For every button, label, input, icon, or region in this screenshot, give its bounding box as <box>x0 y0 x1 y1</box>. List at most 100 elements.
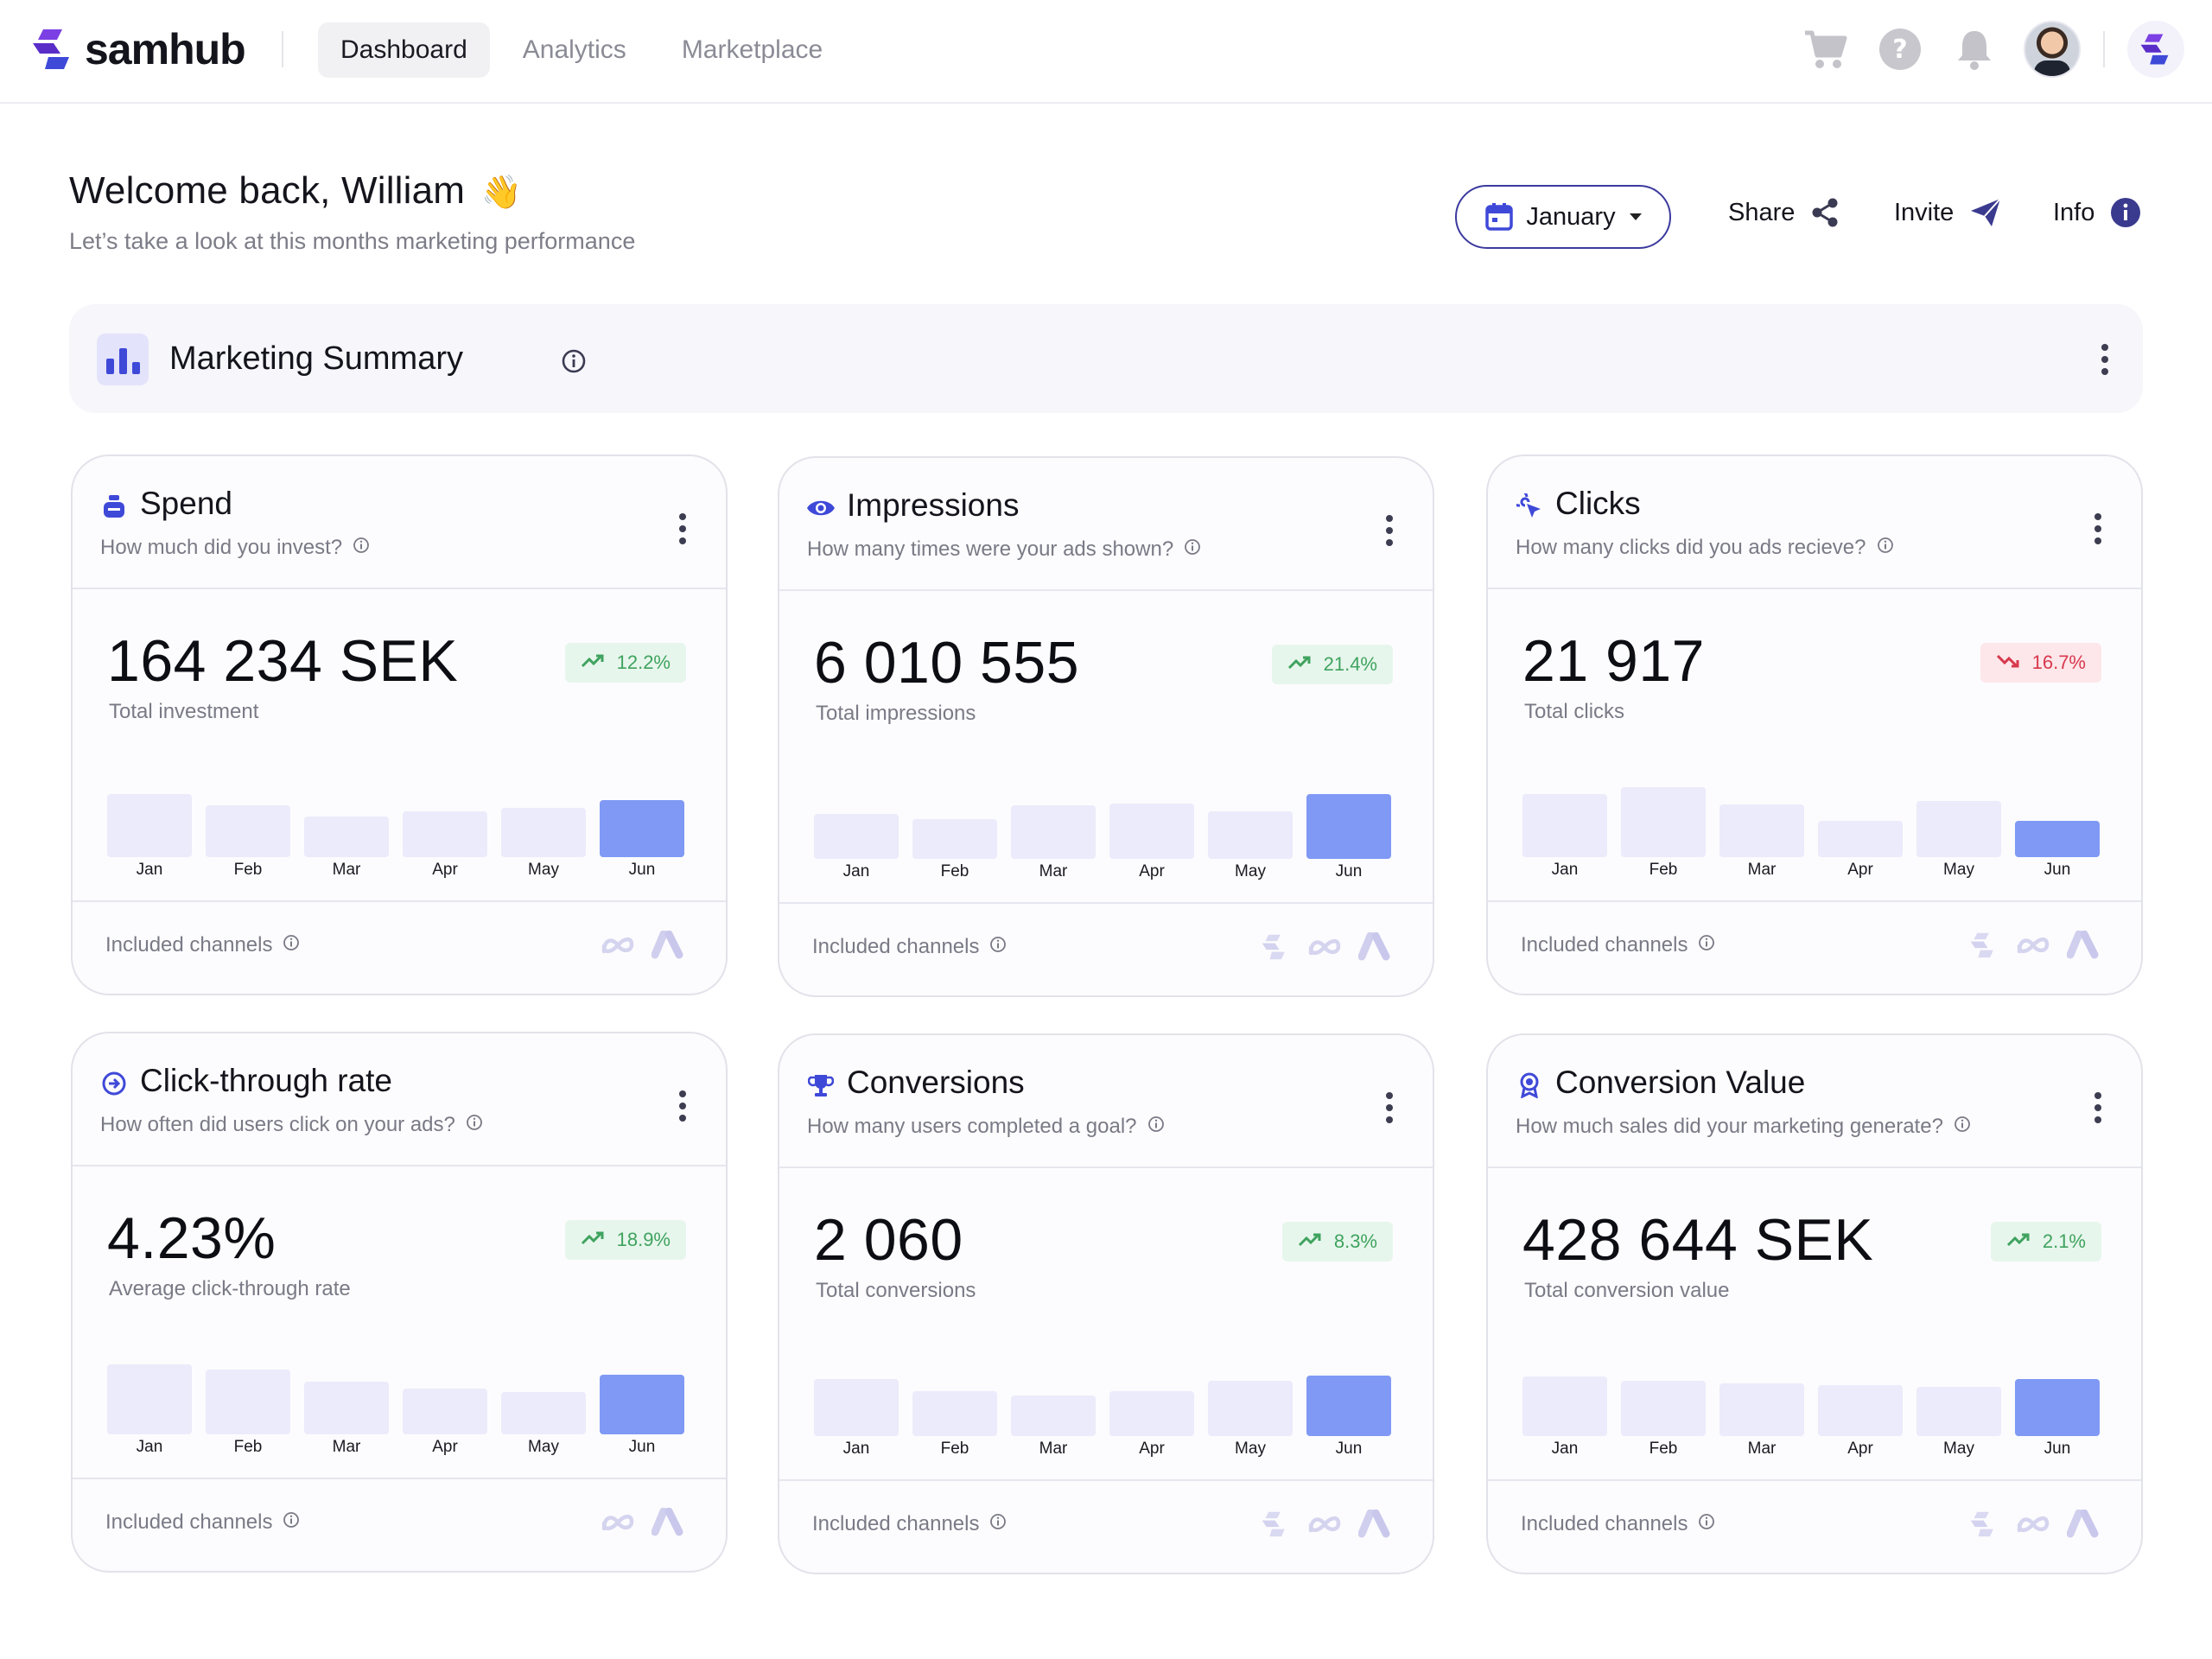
metric-card[interactable]: Clicks How many clicks did you ads reciev… <box>1486 454 2143 995</box>
month-label: Apr <box>1139 1440 1165 1458</box>
card-title: Spend <box>140 486 232 521</box>
help-icon[interactable]: ? <box>1875 24 1925 74</box>
invite-button[interactable]: Invite <box>1894 197 2002 228</box>
chart-bar-apr[interactable] <box>1109 1391 1194 1436</box>
info-outline-icon[interactable] <box>1877 536 1894 560</box>
metric-label: Total investment <box>109 700 259 723</box>
month-label: Mar <box>1747 861 1777 879</box>
month-label: Mar <box>1039 862 1068 880</box>
chart-bar-feb[interactable] <box>206 1370 290 1434</box>
chart-bar-apr[interactable] <box>403 1389 487 1434</box>
question-text: How many users completed a goal? <box>807 1115 1137 1138</box>
chart-bar-may[interactable] <box>1916 1387 2001 1436</box>
chart-bar-may[interactable] <box>1208 811 1293 859</box>
month-label: Feb <box>233 861 263 879</box>
brand[interactable]: samhub <box>28 24 246 74</box>
chart-bar-jun[interactable] <box>600 1375 684 1434</box>
chart-bar-jan[interactable] <box>107 1364 192 1434</box>
tab-analytics[interactable]: Analytics <box>522 35 626 64</box>
month-label: Feb <box>940 1440 969 1458</box>
info-outline-icon[interactable] <box>989 1512 1007 1536</box>
chart-bar-mar[interactable] <box>304 1382 389 1434</box>
chart-bar-feb[interactable] <box>912 819 997 859</box>
metric-card[interactable]: Click-through rate How often did users cl… <box>71 1032 728 1573</box>
tab-dashboard[interactable]: Dashboard <box>318 22 490 78</box>
metric-card[interactable]: Conversions How many users completed a go… <box>778 1033 1434 1574</box>
google-ads-icon <box>1357 930 1393 964</box>
chart-bar-jan[interactable] <box>1522 1376 1607 1436</box>
month-label: Jan <box>1551 1440 1579 1458</box>
chart-bar-mar[interactable] <box>1719 1383 1804 1436</box>
metric-card[interactable]: Spend How much did you invest? 164 234 SEK… <box>71 454 728 995</box>
more-options-icon[interactable] <box>679 1090 686 1122</box>
nav-divider <box>282 31 283 67</box>
svg-text:?: ? <box>1892 35 1907 65</box>
chart-bar-mar[interactable] <box>1719 804 1804 857</box>
more-options-icon[interactable] <box>2094 1092 2101 1123</box>
cart-icon[interactable] <box>1801 24 1851 74</box>
metric-label: Total impressions <box>816 702 976 725</box>
chart-bar-jan[interactable] <box>814 814 899 859</box>
chart-bar-apr[interactable] <box>403 811 487 857</box>
more-options-icon[interactable] <box>679 513 686 544</box>
card-header: Impressions How many times were your ads … <box>779 458 1433 591</box>
brand-name: samhub <box>85 25 246 73</box>
included-channels-label: Included channels <box>1521 1512 1715 1536</box>
chart-bar-mar[interactable] <box>304 817 389 857</box>
month-label: Mar <box>1039 1440 1068 1458</box>
chart-bar-feb[interactable] <box>1621 787 1706 857</box>
chart-bar-jun[interactable] <box>2015 821 2100 857</box>
info-outline-icon[interactable] <box>1954 1115 1971 1139</box>
award-ribbon-icon <box>1514 1070 1545 1101</box>
info-outline-icon[interactable] <box>989 935 1007 959</box>
info-outline-icon[interactable] <box>1698 933 1715 957</box>
month-label: May <box>528 861 559 879</box>
chart-bar-may[interactable] <box>501 1392 586 1434</box>
info-button[interactable]: Info <box>2053 197 2141 228</box>
info-outline-icon[interactable] <box>283 933 300 957</box>
info-outline-icon[interactable] <box>562 349 586 373</box>
info-outline-icon[interactable] <box>283 1510 300 1535</box>
info-outline-icon[interactable] <box>1698 1512 1715 1536</box>
chart-bar-jan[interactable] <box>814 1379 899 1436</box>
month-selector[interactable]: January <box>1455 185 1671 249</box>
chart-bar-apr[interactable] <box>1109 804 1194 859</box>
more-options-icon[interactable] <box>1386 515 1393 546</box>
card-footer: Included channels <box>1488 1479 2141 1573</box>
chart-bar-jun[interactable] <box>1306 794 1391 859</box>
info-outline-icon[interactable] <box>1184 537 1201 562</box>
chart-bar-jan[interactable] <box>107 794 192 857</box>
chart-bar-feb[interactable] <box>912 1391 997 1436</box>
card-question: How many clicks did you ads recieve? <box>1516 536 1894 560</box>
bell-icon[interactable] <box>1949 24 1999 74</box>
chart-bar-mar[interactable] <box>1011 1395 1096 1436</box>
month-label: May <box>1235 1440 1266 1458</box>
chart-bar-jun[interactable] <box>600 800 684 857</box>
month-label: Jun <box>628 1438 656 1456</box>
user-avatar[interactable] <box>2024 21 2081 78</box>
more-options-icon[interactable] <box>2094 513 2101 544</box>
chart-bar-may[interactable] <box>501 808 586 857</box>
tab-marketplace[interactable]: Marketplace <box>681 35 823 64</box>
chart-bar-mar[interactable] <box>1011 805 1096 859</box>
chart-bar-feb[interactable] <box>1621 1381 1706 1436</box>
chart-bar-jun[interactable] <box>1306 1376 1391 1436</box>
chart-bar-may[interactable] <box>1208 1381 1293 1436</box>
info-outline-icon[interactable] <box>1147 1115 1165 1139</box>
samhub-app-icon[interactable] <box>2127 21 2184 78</box>
more-options-icon[interactable] <box>1386 1092 1393 1123</box>
chart-bar-jun[interactable] <box>2015 1379 2100 1436</box>
google-ads-icon <box>2065 928 2101 963</box>
more-options-icon[interactable] <box>2101 344 2108 375</box>
chart-bar-may[interactable] <box>1916 801 2001 857</box>
share-button[interactable]: Share <box>1728 197 1840 228</box>
info-outline-icon[interactable] <box>353 536 370 560</box>
metric-card[interactable]: Impressions How many times were your ads … <box>778 456 1434 997</box>
chart-bar-apr[interactable] <box>1818 1385 1903 1436</box>
chart-bar-apr[interactable] <box>1818 821 1903 857</box>
card-title: Conversions <box>847 1065 1025 1100</box>
chart-bar-feb[interactable] <box>206 805 290 857</box>
info-outline-icon[interactable] <box>466 1113 483 1137</box>
chart-bar-jan[interactable] <box>1522 794 1607 857</box>
metric-card[interactable]: Conversion Value How much sales did your … <box>1486 1033 2143 1574</box>
